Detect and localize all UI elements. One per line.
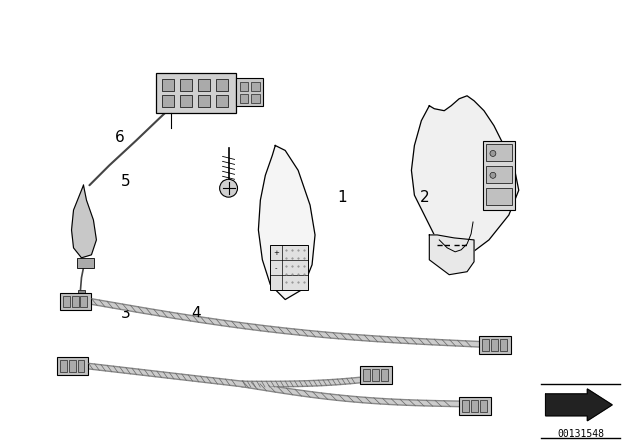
Bar xyxy=(60,293,92,310)
Text: 00131548: 00131548 xyxy=(557,429,604,439)
Bar xyxy=(156,73,236,113)
Text: 5: 5 xyxy=(121,174,131,189)
Bar xyxy=(198,79,210,91)
Bar xyxy=(81,296,88,307)
Polygon shape xyxy=(545,389,612,421)
Bar xyxy=(63,296,70,307)
Bar xyxy=(239,94,248,103)
Text: 3: 3 xyxy=(121,306,131,321)
Bar xyxy=(486,166,512,183)
Bar xyxy=(72,296,79,307)
Bar xyxy=(77,258,95,268)
Polygon shape xyxy=(259,146,315,300)
Bar xyxy=(180,95,192,107)
Bar xyxy=(372,369,379,381)
Bar xyxy=(198,95,210,107)
Bar xyxy=(270,245,308,289)
Bar xyxy=(162,79,174,91)
Bar xyxy=(462,400,469,412)
Bar xyxy=(216,79,228,91)
Text: +: + xyxy=(273,250,279,256)
Text: 1: 1 xyxy=(337,190,347,205)
Bar xyxy=(252,82,260,91)
Bar xyxy=(360,366,392,384)
Bar xyxy=(60,360,67,372)
Bar xyxy=(57,357,88,375)
Bar xyxy=(252,94,260,103)
Text: 4: 4 xyxy=(191,306,201,321)
Bar xyxy=(480,400,487,412)
Bar xyxy=(381,369,388,381)
Bar xyxy=(500,339,507,351)
Bar xyxy=(363,369,370,381)
Text: 6: 6 xyxy=(115,129,125,145)
Bar xyxy=(239,82,248,91)
Polygon shape xyxy=(429,235,474,275)
Bar xyxy=(479,336,511,354)
Text: -: - xyxy=(275,265,278,271)
Bar xyxy=(471,400,478,412)
Bar xyxy=(68,360,76,372)
Bar xyxy=(491,339,498,351)
Bar xyxy=(162,95,174,107)
Bar xyxy=(486,145,512,161)
Bar xyxy=(77,360,84,372)
Circle shape xyxy=(220,179,237,197)
Bar xyxy=(459,397,491,415)
Circle shape xyxy=(490,172,496,178)
Polygon shape xyxy=(412,96,519,260)
Text: 2: 2 xyxy=(420,190,429,205)
Bar xyxy=(180,79,192,91)
Bar xyxy=(483,141,515,210)
Circle shape xyxy=(490,151,496,156)
Bar xyxy=(482,339,489,351)
Bar xyxy=(236,78,263,106)
Bar xyxy=(486,188,512,205)
Polygon shape xyxy=(72,185,97,258)
Bar xyxy=(77,289,86,294)
Bar xyxy=(216,95,228,107)
